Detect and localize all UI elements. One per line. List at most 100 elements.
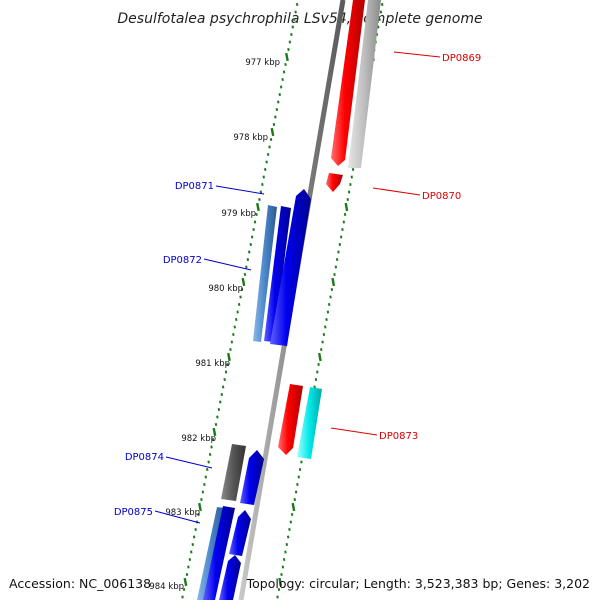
left-track-minor-tick bbox=[194, 528, 197, 531]
gene-darkgray-reverse bbox=[221, 444, 246, 501]
gene-label-dp0871[interactable]: DP0871 bbox=[175, 181, 214, 192]
kbp-label-984: 984 kbp bbox=[149, 582, 184, 592]
left-track-minor-tick bbox=[240, 288, 244, 291]
gene-dp0870-arrow[interactable] bbox=[326, 173, 343, 192]
genome-info-text: Topology: circular; Length: 3,523,383 bp… bbox=[246, 576, 590, 591]
right-track-major-tick bbox=[318, 352, 322, 362]
left-track-minor-tick bbox=[277, 100, 280, 104]
forward-genes bbox=[278, 0, 381, 459]
right-track-major-tick bbox=[344, 202, 349, 212]
right-track-major-tick bbox=[331, 277, 336, 287]
left-track-minor-tick bbox=[232, 333, 235, 336]
tick-track-left bbox=[181, 3, 299, 599]
right-track-minor-tick bbox=[339, 235, 343, 239]
left-track-minor-tick bbox=[295, 3, 299, 6]
right-track-minor-tick bbox=[282, 558, 286, 561]
gene-label-dp0872[interactable]: DP0872 bbox=[163, 255, 202, 266]
left-track-minor-tick bbox=[275, 108, 279, 111]
gene-dp0873-arrow[interactable] bbox=[278, 384, 303, 455]
gene-label-dp0870[interactable]: DP0870 bbox=[422, 191, 461, 202]
left-track-minor-tick bbox=[266, 153, 270, 156]
gene-dp0875-arrow[interactable] bbox=[203, 506, 235, 600]
right-track-minor-tick bbox=[377, 25, 380, 29]
left-track-minor-tick bbox=[278, 93, 281, 96]
left-track-minor-tick bbox=[190, 550, 193, 554]
left-track-minor-tick bbox=[236, 310, 239, 314]
left-track-minor-tick bbox=[233, 325, 236, 329]
gene-cyan-forward bbox=[297, 387, 322, 459]
left-track-minor-tick bbox=[259, 190, 263, 194]
left-track-minor-tick bbox=[255, 213, 258, 216]
left-track-minor-tick bbox=[210, 445, 213, 449]
left-track-minor-tick bbox=[223, 378, 226, 381]
left-track-minor-tick bbox=[216, 415, 219, 419]
left-track-minor-tick bbox=[191, 543, 194, 546]
left-track-minor-tick bbox=[187, 565, 190, 569]
gene-label-dp0869[interactable]: DP0869 bbox=[442, 53, 481, 64]
right-track-minor-tick bbox=[335, 258, 339, 261]
gene-label-dp0875[interactable]: DP0875 bbox=[114, 507, 153, 518]
kbp-label-979: 979 kbp bbox=[221, 209, 256, 219]
gene-lightblue-1 bbox=[253, 205, 277, 342]
left-track-minor-tick bbox=[214, 423, 218, 426]
reverse-genes bbox=[197, 189, 311, 600]
left-track-minor-tick bbox=[290, 33, 293, 36]
gene-dp0869-arrow[interactable] bbox=[331, 0, 365, 166]
map-title: Desulfotalea psychrophila LSv54, complet… bbox=[117, 11, 482, 27]
left-track-minor-tick bbox=[224, 370, 228, 374]
kbp-label-981: 981 kbp bbox=[195, 359, 230, 369]
left-track-minor-tick bbox=[268, 145, 271, 149]
left-track-minor-tick bbox=[265, 160, 268, 164]
gene-gray-forward bbox=[348, 0, 381, 168]
right-track-minor-tick bbox=[293, 498, 296, 501]
right-track-minor-tick bbox=[320, 348, 323, 351]
gene-label-dp0874[interactable]: DP0874 bbox=[125, 452, 164, 463]
left-track-minor-tick bbox=[293, 18, 296, 21]
left-track-minor-tick bbox=[250, 235, 254, 239]
left-track-minor-tick bbox=[203, 483, 206, 486]
gene-labels: DP0869 DP0870 DP0873 DP0871 DP0872 DP087… bbox=[114, 53, 481, 518]
kbp-label-983: 983 kbp bbox=[165, 508, 200, 518]
left-track-minor-tick bbox=[201, 490, 205, 494]
leader-dp0871 bbox=[215, 185, 265, 195]
right-track-minor-tick bbox=[286, 535, 290, 539]
right-track-minor-tick bbox=[314, 378, 318, 381]
gene-blue-arrow-bottom bbox=[219, 555, 241, 600]
gene-leaders bbox=[154, 51, 441, 524]
left-track-minor-tick bbox=[284, 63, 287, 66]
left-track-minor-tick bbox=[281, 78, 284, 81]
gene-dp0871-arrow[interactable] bbox=[270, 189, 311, 346]
left-track-minor-tick bbox=[287, 48, 290, 51]
left-track-minor-tick bbox=[230, 340, 234, 344]
right-track-major-tick bbox=[278, 577, 283, 587]
kbp-labels: 977 kbp 978 kbp 979 kbp 980 kbp 981 kbp … bbox=[149, 58, 280, 592]
left-track-minor-tick bbox=[221, 385, 225, 389]
gene-dp0872-arrow[interactable] bbox=[264, 206, 291, 342]
left-track-minor-tick bbox=[249, 243, 252, 246]
leader-dp0872 bbox=[203, 258, 252, 271]
leader-dp0874 bbox=[165, 456, 213, 469]
left-track-minor-tick bbox=[248, 250, 251, 254]
right-track-minor-tick bbox=[324, 325, 327, 329]
left-track-minor-tick bbox=[258, 198, 261, 201]
kbp-label-977: 977 kbp bbox=[245, 58, 280, 68]
left-track-major-tick bbox=[256, 202, 260, 212]
left-track-minor-tick bbox=[192, 535, 196, 539]
left-track-minor-tick bbox=[220, 393, 223, 396]
right-track-minor-tick bbox=[334, 265, 338, 269]
left-track-minor-tick bbox=[226, 363, 229, 366]
kbp-label-978: 978 kbp bbox=[233, 133, 268, 143]
leader-dp0869 bbox=[393, 51, 441, 58]
left-track-minor-tick bbox=[204, 475, 207, 479]
left-track-minor-tick bbox=[261, 183, 264, 186]
gene-dp0874-arrow[interactable] bbox=[240, 450, 264, 505]
gene-label-dp0873[interactable]: DP0873 bbox=[379, 431, 418, 442]
left-track-major-tick bbox=[198, 502, 202, 512]
left-track-minor-tick bbox=[272, 123, 276, 126]
right-track-minor-tick bbox=[351, 168, 355, 171]
leader-dp0875 bbox=[154, 510, 201, 524]
left-track-minor-tick bbox=[239, 295, 242, 299]
right-track-minor-tick bbox=[341, 228, 344, 231]
left-track-minor-tick bbox=[197, 513, 200, 516]
left-track-minor-tick bbox=[200, 498, 203, 501]
